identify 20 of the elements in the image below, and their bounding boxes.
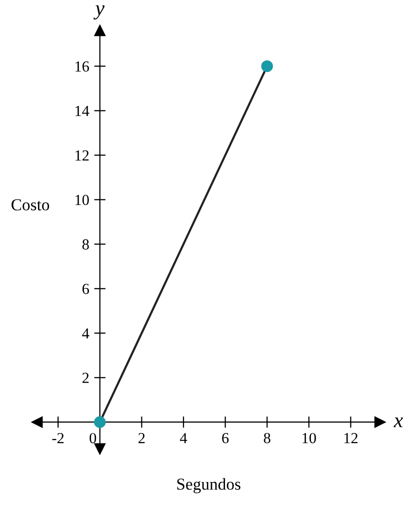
y-tick-label: 16 (76, 61, 90, 72)
x-tick-label: 12 (344, 433, 358, 444)
y-tick-label: 8 (82, 239, 89, 250)
x-tick-label: 8 (264, 432, 270, 444)
y-tick-label: 12 (76, 150, 89, 160)
x-tick-label: 2 (138, 433, 145, 444)
x-tick-label: -2 (52, 433, 64, 444)
text: x (394, 418, 403, 428)
y-tick-label: 10 (76, 194, 89, 206)
y-tick-label: 6 (82, 284, 90, 294)
x-axis-title: Segundos (177, 478, 240, 494)
x-tick-label: 0 (90, 432, 96, 444)
x-tick-label: 4 (180, 433, 188, 444)
x-tick-label: 10 (302, 432, 316, 444)
y-tick-label: 4 (82, 328, 90, 338)
y-axis-title: Costo (12, 199, 50, 210)
y-tick-label: 14 (76, 106, 90, 116)
y-tick-label: 2 (82, 372, 89, 383)
x-tick-label: 6 (222, 433, 229, 444)
text: y (94, 5, 105, 20)
